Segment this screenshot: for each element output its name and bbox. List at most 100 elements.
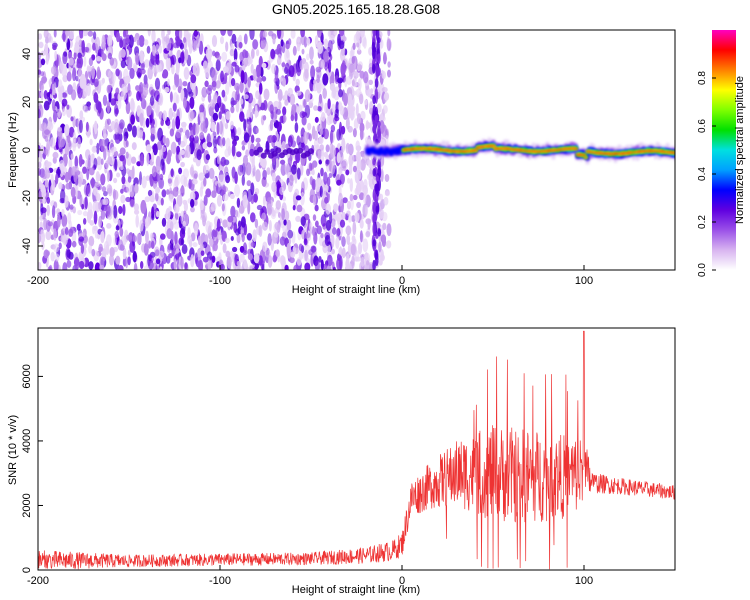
spectrogram-cell [76,223,81,231]
signal-cell [406,148,410,150]
signal-cell [656,150,660,152]
spectrogram-cell [225,81,230,95]
spectrogram-cell [51,75,56,84]
spectrogram-cell [236,151,242,158]
spectrogram-cell [71,89,77,101]
signal-cell [432,148,436,150]
spectrogram-cell [351,235,356,243]
spectrogram-cell [295,78,300,86]
spectrogram-cell [45,169,51,179]
spectrogram-cell [377,158,381,171]
spectrogram-cell [151,109,155,121]
spectrogram-cell [68,57,74,66]
spectrogram-cell [43,217,48,231]
spectrogram-cell [362,71,369,84]
spectrogram-cell [375,64,379,80]
spectrogram-cell [122,247,127,260]
spectrogram-cell [138,35,145,47]
spectrogram-cell [109,57,115,66]
spectrogram-cell [89,220,95,226]
spectrogram-cell [87,104,91,111]
spectrogram-cell [336,128,341,141]
spectrogram-cell [120,90,127,101]
spectrogram-cell [303,238,308,246]
signal-cell [620,152,624,155]
spectrogram-cell [312,180,316,190]
spectrogram-cell [178,57,182,64]
signal-cell [408,148,412,151]
spectrogram-cell [145,230,149,245]
spectrogram-cell [311,169,315,176]
signal-cell [608,152,612,155]
spectrogram-cell [207,92,212,103]
spectrogram-cell [115,68,120,77]
spectrogram-cell [365,120,369,131]
spectrogram-cell [301,48,305,55]
spectrogram-cell [356,170,362,180]
spectrogram-cell [45,230,52,241]
spectrogram-cell [150,127,156,135]
signal-cell [474,149,478,151]
spectrogram-cell [151,30,156,43]
spectrogram-cell [153,100,159,113]
spectrogram-cell [346,234,351,245]
spectrogram-cell [341,144,345,154]
spectrogram-cell [172,102,177,112]
spectrogram-cell [369,101,374,113]
spectrogram-cell [279,115,285,124]
spectrogram-cell [86,166,90,181]
spectrogram-cell [194,222,199,237]
spectrogram-cell [151,213,155,221]
spectrogram-cell [282,106,287,116]
spectrogram-cell [243,259,248,269]
spectrogram-cell [205,188,212,198]
signal-cell [632,151,636,153]
spectrogram-cell [162,135,167,145]
spectrogram-cell [352,90,357,96]
signal-cell [616,153,620,155]
spectrogram-cell [149,95,155,106]
spectrogram-cell [155,264,159,270]
spectrogram-cell [357,113,362,125]
signal-cell [558,148,562,151]
spectrogram-cell [166,189,170,195]
spectrogram-cell [298,142,302,150]
spectrogram-cell [277,89,283,101]
spectrogram-cell [57,213,61,228]
y-tick-label: 2000 [21,493,33,517]
spectrogram-cell [301,181,305,195]
spectrogram-cell [231,61,237,67]
spectrogram-cell [279,236,286,246]
spectrogram-cell [266,167,271,176]
spectrogram-cell [295,215,301,222]
spectrogram-cell [331,218,336,228]
spectrogram-cell [93,210,98,225]
spectrogram-cell [345,253,350,263]
signal-cell [640,150,644,152]
spectrogram-cell [250,63,254,74]
spectrogram-cell [162,69,169,79]
spectrogram-cell [211,80,217,88]
spectrogram-cell [75,35,82,46]
spectrogram-cell [323,50,329,62]
spectrogram-cell [117,99,122,110]
spectrogram-cell [139,50,145,64]
spectrogram-cell [317,41,324,54]
spectrogram-cell [330,124,336,133]
spectrogram-cell [73,46,78,53]
spectrogram-cell [192,63,197,76]
spectrogram-cell [337,102,343,112]
signal-cell [436,148,440,151]
spectrogram-cell [114,122,119,135]
spectrogram-cell [150,240,155,249]
spectrogram-cell [318,93,323,104]
spectrogram-cell [275,108,281,115]
spectrogram-cell [156,170,161,184]
spectrogram-cell [126,179,131,194]
spectrogram-cell [351,79,355,87]
spectrogram-cell [105,204,111,217]
spectrogram-cell [258,93,262,108]
spectrogram-cell [217,179,222,188]
spectrogram-cell [115,225,120,231]
spectrogram-cell [332,266,336,270]
